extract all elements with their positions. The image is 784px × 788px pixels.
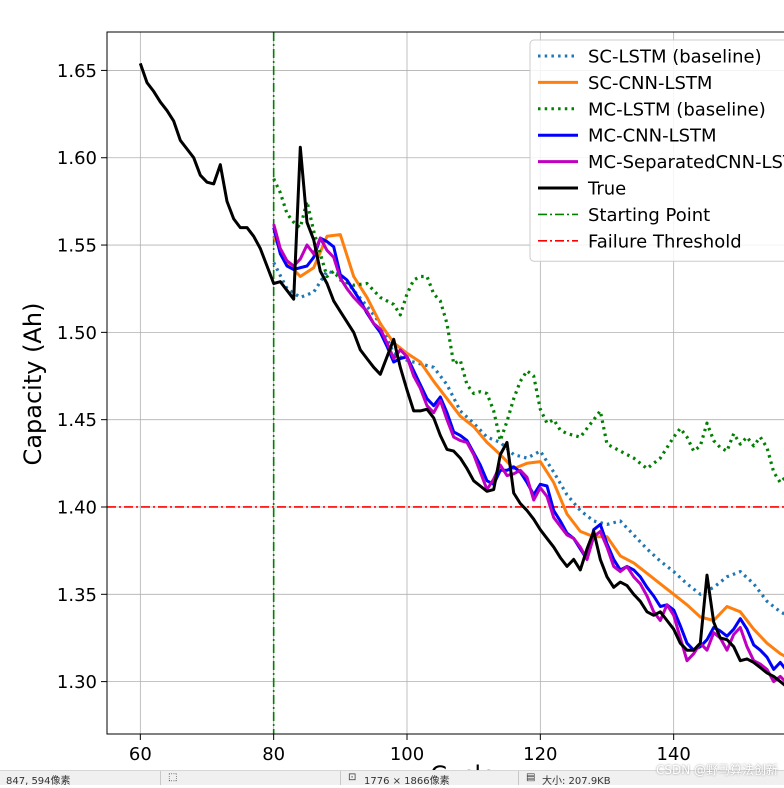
x-tick-label: 60 xyxy=(129,744,152,765)
legend-box xyxy=(529,39,784,262)
legend-label: SC-CNN-LSTM xyxy=(588,73,712,94)
x-tick-label: 140 xyxy=(656,744,690,765)
status-divider xyxy=(160,771,161,785)
x-tick-label: 100 xyxy=(390,744,424,765)
y-tick-label: 1.60 xyxy=(57,148,97,169)
y-tick-label: 1.65 xyxy=(57,61,97,82)
y-tick-label: 1.35 xyxy=(57,585,97,606)
series-lines xyxy=(138,62,784,687)
series-line-true xyxy=(138,62,784,687)
watermark: CSDN @野马算法创新 xyxy=(655,763,778,777)
x-tick-label: 120 xyxy=(523,744,557,765)
legend-label: True xyxy=(587,179,626,200)
status-cursor-position: 847, 594像素 xyxy=(6,776,71,785)
legend-label: Starting Point xyxy=(588,205,710,226)
status-divider xyxy=(518,771,519,785)
y-tick-label: 1.55 xyxy=(57,236,97,257)
status-image-dimensions: 1776 × 1866像素 xyxy=(364,776,450,785)
series-line-sc-cnn-lstm xyxy=(272,233,784,658)
status-divider xyxy=(340,771,341,785)
y-tick-label: 1.40 xyxy=(57,497,97,518)
status-file-size: 大小: 207.9KB xyxy=(542,776,611,785)
image-size-icon: ⊡ xyxy=(348,772,357,783)
legend-label: SC-LSTM (baseline) xyxy=(588,47,762,68)
y-tick-label: 1.45 xyxy=(57,410,97,431)
reference-lines xyxy=(107,32,784,734)
legend-label: MC-LSTM (baseline) xyxy=(588,99,766,120)
y-tick-label: 1.50 xyxy=(57,323,97,344)
plot-area-frame xyxy=(106,31,784,735)
frame-icon: ⬚ xyxy=(168,772,178,783)
legend-label: MC-CNN-LSTM xyxy=(588,126,717,147)
series-line-mc-lstm-baseline xyxy=(272,178,784,485)
legend-label: Failure Threshold xyxy=(588,231,742,252)
image-viewer-status-bar: 847, 594像素 ⬚ ⊡ 1776 × 1866像素 ▤ 大小: 207.9… xyxy=(0,770,784,785)
x-tick-label: 80 xyxy=(262,744,285,765)
axis-ticks: 60801001201401601.301.351.401.451.501.55… xyxy=(57,61,691,765)
y-tick-label: 1.30 xyxy=(57,672,97,693)
file-size-icon: ▤ xyxy=(526,772,536,783)
legend-label: MC-SeparatedCNN-LSTM xyxy=(588,152,784,173)
legend: SC-LSTM (baseline) SC-CNN-LSTM MC-LSTM (ba… xyxy=(529,39,784,262)
y-axis-label: Capacity (Ah) xyxy=(19,303,47,466)
